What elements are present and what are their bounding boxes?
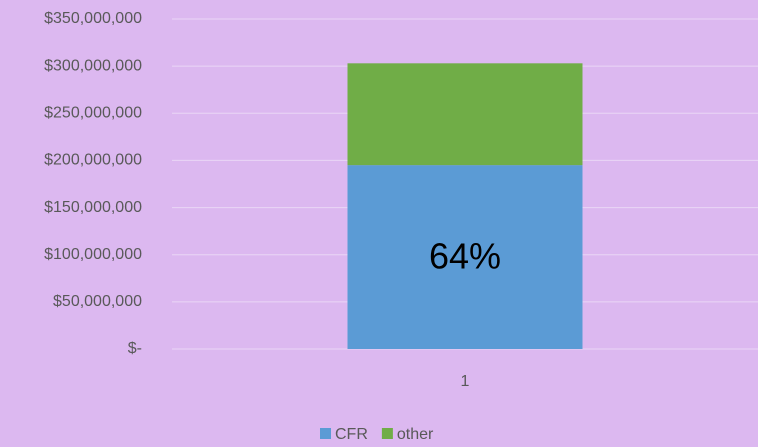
y-tick-label: $350,000,000 — [44, 10, 142, 27]
x-tick-label: 1 — [461, 373, 470, 390]
bar-segment — [347, 165, 583, 349]
y-tick-label: $250,000,000 — [44, 105, 142, 122]
legend-swatch — [320, 428, 331, 439]
y-tick-label: $- — [128, 340, 142, 357]
legend-swatch — [381, 428, 393, 439]
y-tick-label: $300,000,000 — [44, 57, 142, 74]
y-tick-label: $200,000,000 — [44, 152, 142, 169]
legend-label: other — [397, 426, 434, 443]
data-label: 64% — [429, 236, 501, 277]
y-tick-label: $50,000,000 — [53, 293, 142, 310]
legend-label: CFR — [335, 426, 368, 443]
y-tick-label: $100,000,000 — [44, 246, 142, 263]
bar-segment — [347, 63, 583, 166]
y-tick-label: $150,000,000 — [44, 199, 142, 216]
